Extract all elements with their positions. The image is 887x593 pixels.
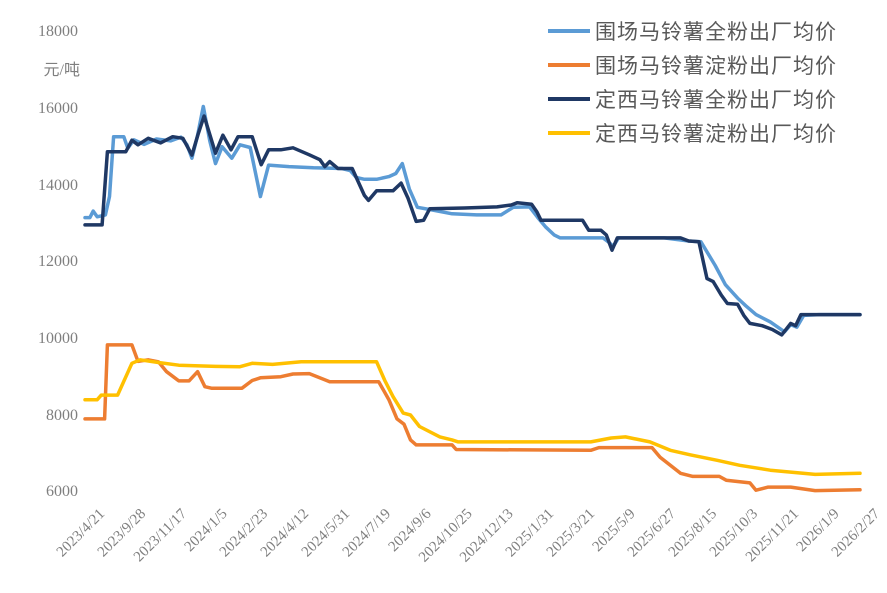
y-tick-label: 8000 xyxy=(46,406,78,424)
series-line-2 xyxy=(83,343,862,493)
y-tick-label: 18000 xyxy=(38,23,78,41)
y-axis-unit-label: 元/吨 xyxy=(43,62,80,79)
legend-line-swatch-icon xyxy=(548,29,590,33)
legend-label: 定西马铃薯淀粉出厂均价 xyxy=(595,122,837,146)
legend: 围场马铃薯全粉出厂均价 围场马铃薯淀粉出厂均价 定西马铃薯全粉出厂均价 定西马铃薯淀粉… xyxy=(548,14,837,150)
legend-item: 定西马铃薯全粉出厂均价 xyxy=(548,82,837,116)
legend-item: 围场马铃薯淀粉出厂均价 xyxy=(548,48,837,82)
y-tick-label: 6000 xyxy=(46,483,78,501)
y-tick-label: 16000 xyxy=(38,99,78,117)
series-line-4 xyxy=(83,358,862,477)
legend-label: 定西马铃薯全粉出厂均价 xyxy=(595,88,837,112)
legend-label: 围场马铃薯全粉出厂均价 xyxy=(595,20,837,44)
legend-line-swatch-icon xyxy=(548,63,590,67)
y-tick-label: 10000 xyxy=(38,329,78,347)
y-tick-label: 12000 xyxy=(38,253,78,271)
legend-item: 定西马铃薯淀粉出厂均价 xyxy=(548,116,837,150)
series-line-3 xyxy=(83,114,862,337)
legend-line-swatch-icon xyxy=(548,97,590,101)
legend-line-swatch-icon xyxy=(548,131,590,135)
series-line-1 xyxy=(83,104,862,334)
y-tick-label: 14000 xyxy=(38,176,78,194)
legend-label: 围场马铃薯淀粉出厂均价 xyxy=(595,54,837,78)
legend-item: 围场马铃薯全粉出厂均价 xyxy=(548,14,837,48)
